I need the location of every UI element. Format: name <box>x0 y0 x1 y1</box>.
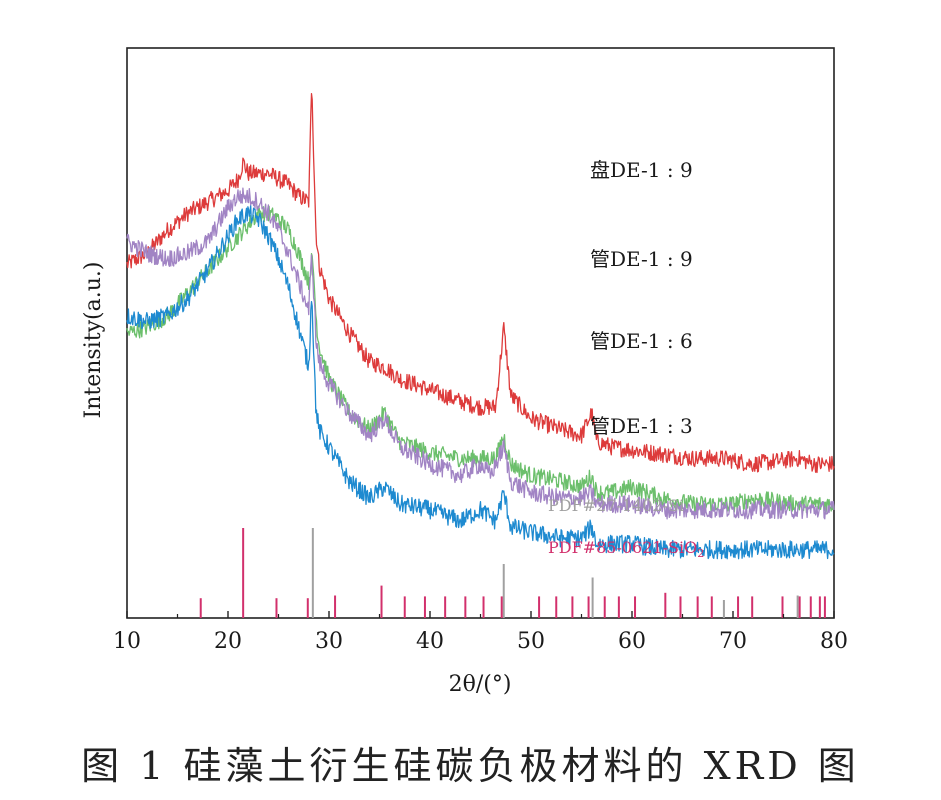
x-tick-label: 10 <box>113 629 141 654</box>
y-axis-label: Intensity(a.u.) <box>81 262 106 419</box>
x-axis-ticks: 10 20 30 40 50 60 70 80 <box>113 611 848 654</box>
xrd-series-line <box>126 187 835 520</box>
x-tick-label: 40 <box>416 629 444 654</box>
x-tick-label: 50 <box>517 629 545 654</box>
si-reference-label: PDF#27-1402-Si <box>548 496 684 515</box>
series-labels: 盘DE-1 : 9 管DE-1 : 9 管DE-1 : 6 管DE-1 : 3 … <box>548 158 704 560</box>
xrd-chart: 盘DE-1 : 9 管DE-1 : 9 管DE-1 : 6 管DE-1 : 3 … <box>81 47 848 697</box>
x-axis-label: 2θ/(°) <box>449 672 512 697</box>
figure-caption: 图 1 硅藻土衍生硅碳负极材料的 XRD 图 <box>81 744 860 788</box>
x-tick-label: 80 <box>820 629 848 654</box>
xrd-curves <box>126 93 835 560</box>
series-label: 管DE-1 : 6 <box>590 329 693 353</box>
x-tick-label: 60 <box>618 629 646 654</box>
x-tick-label: 70 <box>719 629 747 654</box>
series-label: 管DE-1 : 9 <box>590 247 693 271</box>
series-label: 管DE-1 : 3 <box>590 414 693 438</box>
xrd-series-line <box>126 204 835 560</box>
plot-frame <box>126 47 835 619</box>
sio2-reference-label: PDF#85-0621-SiO2 <box>548 538 704 560</box>
series-label: 盘DE-1 : 9 <box>590 158 693 182</box>
xrd-series-line <box>126 204 835 514</box>
xrd-series-line <box>126 93 835 474</box>
x-tick-label: 20 <box>214 629 242 654</box>
reference-patterns <box>199 528 826 618</box>
x-tick-label: 30 <box>315 629 343 654</box>
